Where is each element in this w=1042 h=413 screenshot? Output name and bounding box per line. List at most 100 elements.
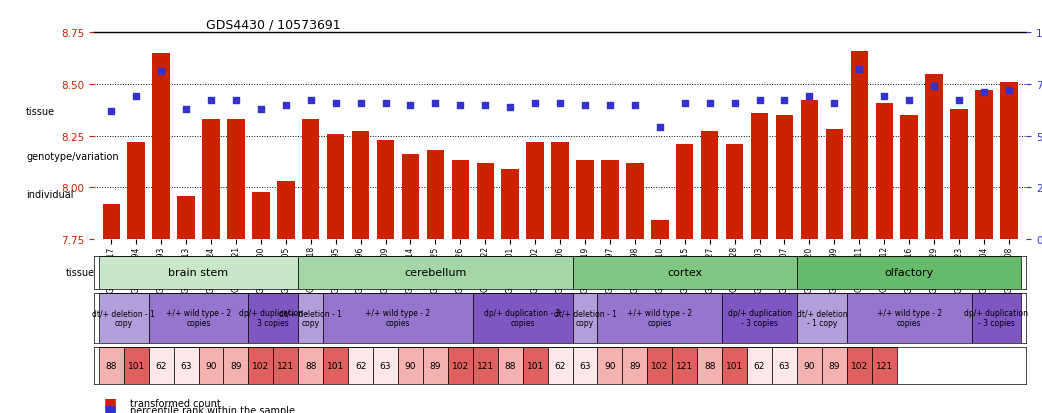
Text: dp/+ duplication
- 3 copies: dp/+ duplication - 3 copies: [727, 309, 792, 328]
Bar: [223, 347, 248, 384]
Bar: [348, 347, 373, 384]
Bar: [797, 347, 822, 384]
Bar: [402, 155, 419, 240]
Bar: [548, 347, 572, 384]
Bar: [199, 347, 223, 384]
Point: [377, 100, 394, 107]
Text: 62: 62: [554, 361, 566, 370]
Point: [352, 100, 369, 107]
Point: [252, 106, 269, 113]
Bar: [298, 293, 323, 343]
Text: ■: ■: [104, 396, 118, 410]
Bar: [227, 120, 245, 240]
Bar: [202, 120, 220, 240]
Bar: [99, 347, 124, 384]
Bar: [248, 293, 298, 343]
Point: [651, 125, 668, 131]
Point: [327, 100, 344, 107]
Point: [851, 67, 868, 74]
Bar: [847, 293, 971, 343]
Bar: [751, 114, 768, 240]
Bar: [526, 142, 544, 240]
Bar: [825, 130, 843, 240]
Text: 63: 63: [778, 361, 790, 370]
Point: [601, 102, 618, 109]
Text: 102: 102: [651, 361, 668, 370]
Bar: [551, 142, 569, 240]
Point: [826, 100, 843, 107]
Point: [751, 98, 768, 104]
Bar: [601, 161, 619, 240]
Bar: [597, 347, 622, 384]
Bar: [523, 347, 548, 384]
Text: 90: 90: [205, 361, 217, 370]
Text: 101: 101: [526, 361, 544, 370]
Text: 88: 88: [704, 361, 716, 370]
Point: [227, 98, 244, 104]
Bar: [850, 52, 868, 240]
Bar: [323, 293, 473, 343]
Text: percentile rank within the sample: percentile rank within the sample: [130, 405, 295, 413]
Bar: [626, 163, 644, 240]
Text: individual: individual: [26, 189, 74, 199]
Bar: [448, 347, 473, 384]
Point: [502, 104, 519, 111]
Point: [128, 94, 145, 100]
Text: dt/+ deletion - 1
copy: dt/+ deletion - 1 copy: [279, 309, 342, 328]
Bar: [975, 91, 993, 240]
Bar: [451, 161, 469, 240]
Bar: [298, 347, 323, 384]
Text: 88: 88: [305, 361, 317, 370]
Text: dt/+ deletion - 1
copy: dt/+ deletion - 1 copy: [93, 309, 155, 328]
Text: olfactory: olfactory: [885, 268, 934, 278]
Text: 121: 121: [676, 361, 693, 370]
Text: GDS4430 / 10573691: GDS4430 / 10573691: [205, 19, 341, 32]
Bar: [572, 293, 597, 343]
Point: [925, 83, 942, 90]
Bar: [651, 221, 669, 240]
Bar: [302, 120, 320, 240]
Bar: [597, 293, 722, 343]
Text: genotype/variation: genotype/variation: [26, 152, 119, 162]
Bar: [847, 347, 872, 384]
Text: +/+ wild type - 2
copies: +/+ wild type - 2 copies: [166, 309, 231, 328]
Text: transformed count: transformed count: [130, 398, 221, 408]
Text: 63: 63: [579, 361, 591, 370]
Point: [452, 102, 469, 109]
Bar: [277, 182, 295, 240]
Point: [576, 102, 593, 109]
Text: brain stem: brain stem: [169, 268, 228, 278]
Point: [202, 98, 219, 104]
Text: 90: 90: [803, 361, 815, 370]
Bar: [248, 347, 273, 384]
Text: +/+ wild type - 2
copies: +/+ wild type - 2 copies: [627, 309, 692, 328]
Point: [103, 108, 120, 115]
Bar: [697, 347, 722, 384]
Text: 89: 89: [828, 361, 840, 370]
Bar: [925, 74, 943, 240]
Bar: [775, 116, 793, 240]
Text: +/+ wild type - 2
copies: +/+ wild type - 2 copies: [876, 309, 942, 328]
Bar: [377, 140, 394, 240]
Bar: [124, 347, 149, 384]
Bar: [747, 347, 772, 384]
Text: 89: 89: [629, 361, 641, 370]
Point: [402, 102, 419, 109]
Point: [527, 100, 544, 107]
Point: [801, 94, 818, 100]
Point: [153, 69, 170, 76]
Bar: [423, 347, 448, 384]
Text: dt/+ deletion - 1
copy: dt/+ deletion - 1 copy: [553, 309, 617, 328]
Bar: [722, 347, 747, 384]
Bar: [149, 293, 248, 343]
Text: 89: 89: [230, 361, 242, 370]
Text: tissue: tissue: [26, 107, 55, 116]
Bar: [647, 347, 672, 384]
Point: [776, 98, 793, 104]
Bar: [872, 347, 897, 384]
Text: 90: 90: [404, 361, 416, 370]
Text: dt/+ deletion
- 1 copy: dt/+ deletion - 1 copy: [796, 309, 847, 328]
Bar: [701, 132, 718, 240]
Bar: [875, 103, 893, 240]
Bar: [622, 347, 647, 384]
